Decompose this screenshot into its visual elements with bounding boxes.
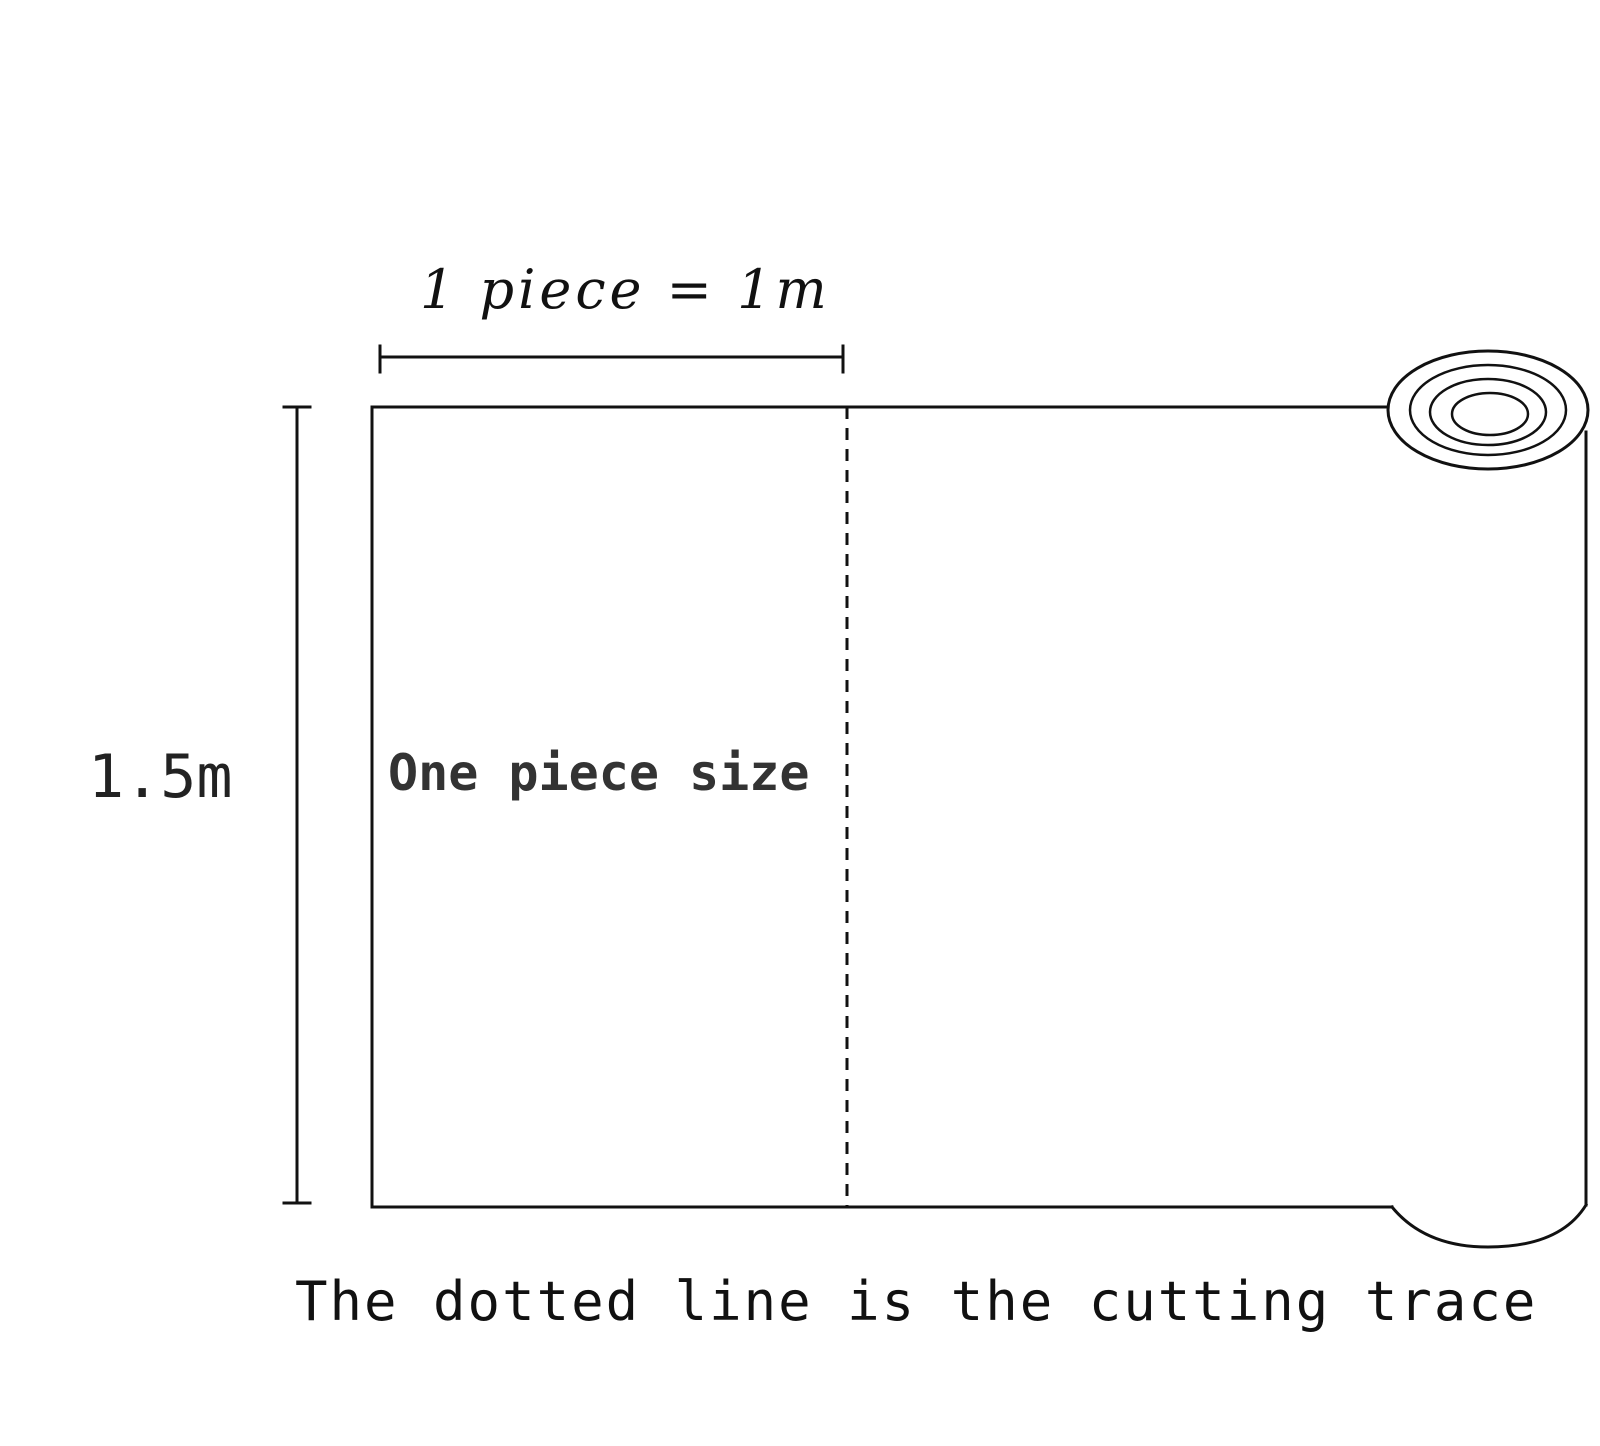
piece-size-label: One piece size xyxy=(388,744,809,802)
width-dimension-line xyxy=(378,344,845,374)
fabric-roll-icon xyxy=(1386,349,1590,1249)
caption-text: The dotted line is the cutting trace xyxy=(295,1270,1537,1333)
height-dimension-line xyxy=(282,405,312,1205)
width-dimension-label: 1 piece = 1m xyxy=(420,258,831,321)
height-dimension-label: 1.5m xyxy=(88,742,233,812)
fabric-sheet xyxy=(370,405,1394,1209)
